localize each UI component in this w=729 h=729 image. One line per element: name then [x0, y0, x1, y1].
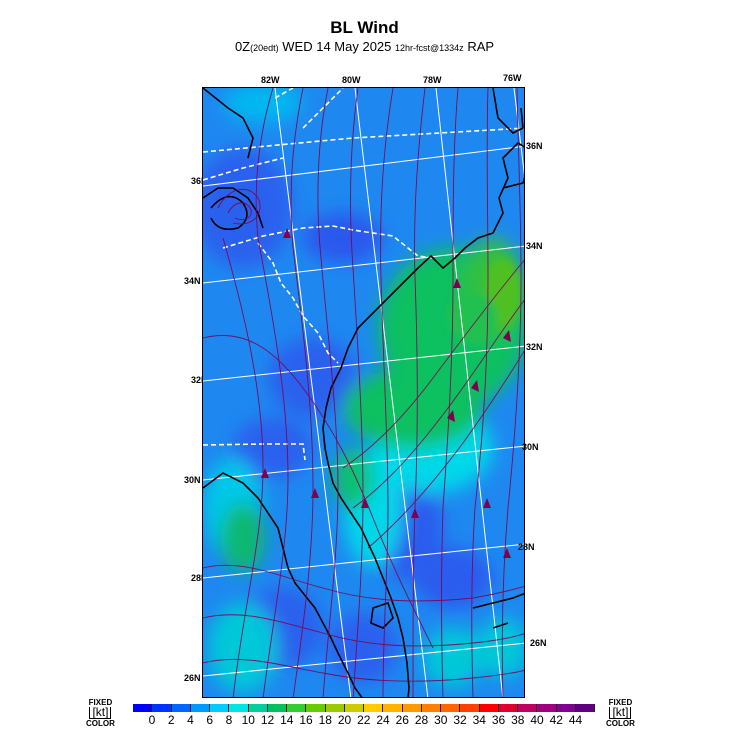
lat-label-right-32n: 32N: [526, 342, 543, 352]
chart-title: BL Wind: [330, 18, 399, 37]
colorbar-tick-label: 34: [472, 713, 486, 727]
colorbar-tick-label: 26: [395, 713, 409, 727]
colorbar-tick-label: 40: [530, 713, 544, 727]
colorbar-swatch: [229, 704, 249, 712]
streamline-arrows: [261, 228, 511, 558]
colorbar-swatch: [402, 704, 422, 712]
colorbar-tick-label: 6: [206, 713, 214, 727]
lat-label-right-28n: 28N: [518, 542, 535, 552]
wind-map-svg: [203, 88, 524, 697]
colorbar-tick-label: 22: [357, 713, 371, 727]
colorbar-tick-label: 4: [187, 713, 194, 727]
lat-label-left-34n: 34N: [184, 276, 201, 286]
colorbar-tick-label: 24: [376, 713, 390, 727]
colorbar-swatch: [344, 704, 364, 712]
colorbar-tick-label: 12: [260, 713, 275, 727]
colorbar-tick-label: 30: [434, 713, 448, 727]
colorbar-tick-label: 36: [491, 713, 506, 727]
colorbar-swatch: [325, 704, 345, 712]
colorbar-swatch: [575, 704, 595, 712]
colorbar-tick-label: 42: [549, 713, 563, 727]
wind-shading: [203, 88, 524, 693]
colorbar-right-legend: FIXED [kt] COLOR: [606, 698, 635, 728]
subtitle-run: 12hr-fcst@1334z: [395, 43, 464, 53]
colorbar-swatch: [383, 704, 403, 712]
lat-label-left-26n: 26N: [184, 673, 201, 683]
colorbar-tick-label: 14: [280, 713, 294, 727]
colorbar-swatch: [210, 704, 230, 712]
colorbar-swatch: [133, 704, 153, 712]
colorbar-swatch: [190, 704, 210, 712]
colorbar-swatch: [556, 704, 576, 712]
colorbar-tick-label: 28: [414, 713, 429, 727]
colorbar-left-fixed: FIXED: [88, 698, 113, 707]
subtitle-date: WED 14 May 2025: [282, 39, 392, 54]
lat-label-left-30n: 30N: [184, 475, 201, 485]
subtitle-edt: (20edt): [250, 43, 279, 53]
colorbar-tick-label: 16: [299, 713, 313, 727]
colorbar-swatch: [460, 704, 480, 712]
lat-label-right-30n: 30N: [522, 442, 539, 452]
colorbar-tick-label: 20: [337, 713, 352, 727]
wind-map: [202, 87, 525, 698]
subtitle-time: 0Z: [234, 39, 251, 54]
colorbar-left-color: COLOR: [86, 719, 115, 728]
lat-label-left-36n: 36N: [191, 176, 208, 186]
colorbar-swatch: [248, 704, 268, 712]
lon-label-82w: 82W: [261, 75, 280, 85]
colorbar-swatch: [518, 704, 538, 712]
lat-label-right-34n: 34N: [526, 241, 543, 251]
state-borders: [203, 88, 524, 461]
colorbar-swatch: [498, 704, 518, 712]
colorbar-right-fixed: FIXED: [608, 698, 633, 707]
streamlines: [203, 88, 524, 697]
colorbar-swatch: [267, 704, 287, 712]
colorbar-swatch: [364, 704, 384, 712]
colorbar-tick-label: 38: [511, 713, 525, 727]
colorbar-tick-label: 44: [568, 713, 583, 727]
colorbar-tick-label: 32: [453, 713, 467, 727]
colorbar-tick-label: 2: [167, 713, 175, 727]
colorbar-left-legend: FIXED [kt] COLOR: [86, 698, 115, 728]
colorbar-left-unit: [kt]: [89, 706, 112, 719]
colorbar-right-color: COLOR: [606, 719, 635, 728]
colorbar-swatch: [421, 704, 441, 712]
lon-label-78w: 78W: [423, 75, 442, 85]
colorbar-swatch: [171, 704, 191, 712]
colorbar-tick-label: 8: [225, 713, 233, 727]
colorbar-tick-label: 0: [148, 713, 156, 727]
subtitle-model: RAP: [467, 39, 495, 54]
colorbar-swatch: [306, 704, 326, 712]
colorbar-right-unit: [kt]: [609, 706, 632, 719]
chart-subtitle: 0Z(20edt) WED 14 May 2025 12hr-fcst@1334…: [0, 39, 729, 54]
lon-label-76w: 76W: [503, 73, 522, 83]
lat-label-right-36n: 36N: [526, 141, 543, 151]
colorbar-swatch: [441, 704, 461, 712]
colorbar: [133, 704, 595, 712]
colorbar-swatch: [537, 704, 557, 712]
colorbar-swatch: [287, 704, 307, 712]
colorbar-swatch: [479, 704, 499, 712]
colorbar-swatch: [152, 704, 172, 712]
lat-label-left-28n: 28N: [191, 573, 208, 583]
colorbar-tick-label: 10: [241, 713, 255, 727]
colorbar-tick-label: 18: [318, 713, 332, 727]
lon-label-80w: 80W: [342, 75, 361, 85]
lat-label-left-32n: 32N: [191, 375, 208, 385]
lat-label-right-26n: 26N: [530, 638, 547, 648]
